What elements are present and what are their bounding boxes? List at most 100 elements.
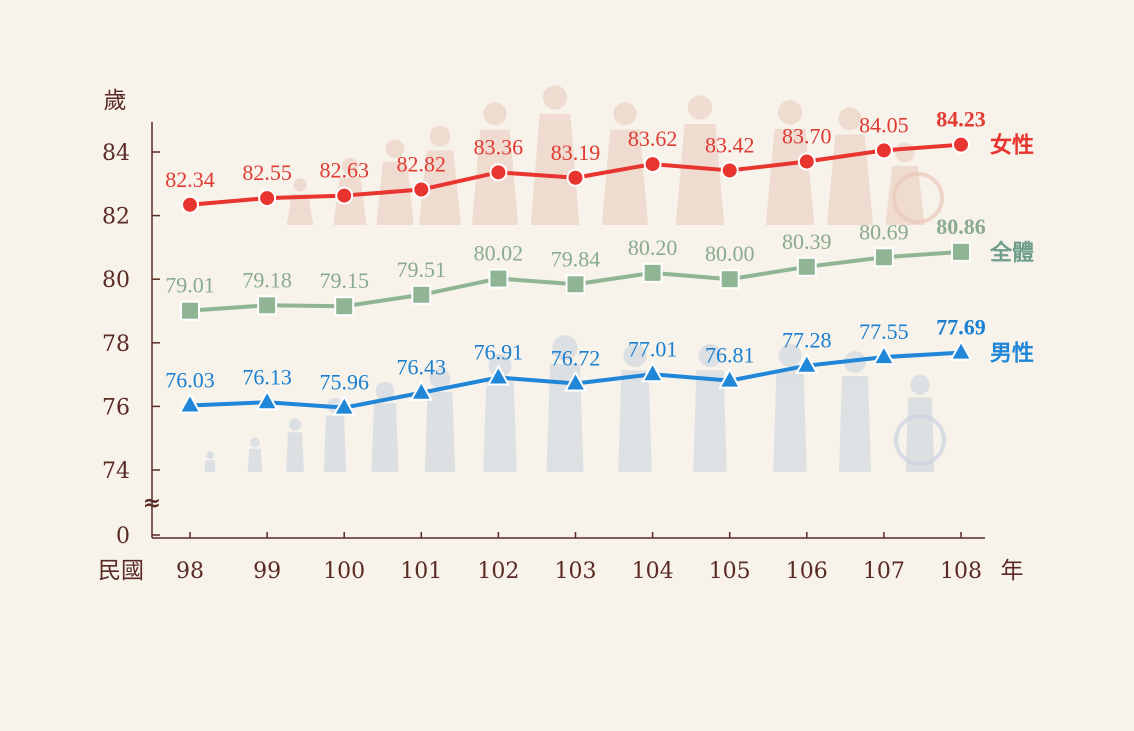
female-data-label: 82.82	[397, 152, 447, 177]
male-data-label: 76.72	[551, 346, 601, 371]
female-silhouette	[286, 178, 314, 225]
female-point	[258, 189, 277, 208]
y-axis-unit: 歲	[104, 88, 127, 114]
male-point	[640, 361, 665, 383]
female-point	[720, 161, 739, 180]
male-point	[795, 352, 819, 374]
total-data-label: 79.84	[551, 246, 601, 271]
total-data-label: 80.00	[705, 241, 755, 266]
male-silhouette	[773, 344, 807, 472]
male-point	[332, 394, 356, 416]
male-point	[178, 392, 202, 414]
total-data-label: 79.51	[397, 257, 447, 282]
x-tick-label: 108	[940, 559, 982, 584]
male-data-label: 77.01	[628, 336, 678, 361]
total-data-label: 80.39	[782, 229, 832, 254]
female-series-name: 女性	[990, 133, 1034, 159]
male-silhouette	[247, 437, 263, 472]
data-labels: 82.34 82.55 82.63 82.82 83.36 83.19 83.62 83.42…	[165, 107, 1034, 395]
x-tick-label: 99	[253, 559, 281, 584]
female-silhouette	[471, 102, 519, 225]
female-data-label: 83.70	[782, 124, 832, 149]
male-silhouette	[424, 367, 456, 472]
female-data-label: 83.36	[474, 134, 524, 159]
female-data-label: 83.19	[551, 140, 601, 165]
x-tick-label: 102	[477, 559, 519, 584]
x-tick-label: 107	[863, 559, 905, 584]
male-silhouette	[371, 381, 399, 472]
female-point	[952, 135, 970, 154]
male-data-label: 77.55	[859, 319, 909, 344]
female-point	[874, 141, 893, 160]
female-silhouette	[675, 95, 725, 225]
male-data-label: 76.81	[705, 343, 755, 368]
male-silhouette	[483, 354, 517, 472]
x-tick-label: 106	[786, 559, 828, 584]
y-tick-label: 76	[102, 395, 130, 420]
male-point	[255, 389, 279, 411]
axes: 歲 0 74 76 78 80 82 84 ≈ 民國 年 98 99 100 101 102 103 104 105…	[98, 88, 1024, 584]
x-axis-unit: 年	[1001, 558, 1024, 584]
male-data-label: 75.96	[319, 370, 369, 395]
total-point	[180, 300, 200, 321]
male-data-label: 77.69	[936, 315, 986, 340]
total-data-label: 80.86	[936, 214, 986, 239]
x-tick-label: 103	[555, 559, 597, 584]
male-silhouette	[905, 374, 935, 472]
x-tick-label: 100	[323, 559, 365, 584]
x-tick-label: 105	[709, 559, 751, 584]
wheelchair-icon	[894, 414, 946, 466]
male-point	[486, 364, 511, 386]
male-point	[718, 367, 742, 389]
male-data-label: 76.13	[242, 364, 292, 389]
x-tick-label: 101	[400, 559, 442, 584]
total-series-name: 全體	[989, 240, 1034, 266]
total-point	[411, 284, 432, 305]
female-point	[335, 186, 354, 205]
total-data-label: 79.01	[165, 273, 215, 298]
female-data-label: 83.42	[705, 132, 755, 157]
x-tick-label: 98	[176, 559, 204, 584]
female-data-label: 82.63	[319, 158, 369, 183]
y-tick-label: 84	[102, 141, 130, 166]
female-silhouette	[419, 125, 461, 225]
total-point	[257, 295, 278, 316]
female-data-label: 83.62	[628, 126, 678, 151]
female-point	[797, 152, 816, 171]
female-point	[643, 155, 662, 174]
total-point	[951, 241, 971, 262]
series-lines	[178, 135, 973, 416]
male-silhouette	[286, 418, 304, 472]
total-point	[873, 247, 894, 268]
total-data-label: 80.02	[474, 241, 524, 266]
total-data-label: 79.18	[242, 267, 292, 292]
total-data-label: 80.69	[859, 219, 909, 244]
male-series-name: 男性	[990, 341, 1034, 367]
total-point	[796, 256, 817, 277]
total-point	[642, 262, 663, 283]
x-axis-prefix: 民國	[98, 558, 144, 584]
y-tick-label: 80	[102, 268, 130, 293]
total-point	[488, 268, 509, 289]
male-silhouette	[204, 451, 216, 472]
male-data-label: 76.03	[165, 367, 215, 392]
axis-break-mark: ≈	[143, 490, 161, 516]
y-tick-label: 82	[102, 205, 130, 230]
male-data-label: 76.91	[474, 339, 524, 364]
y-tick-label: 78	[102, 332, 130, 357]
male-silhouette	[618, 344, 652, 472]
female-data-label: 82.34	[165, 167, 215, 192]
y-tick-label: 0	[116, 524, 130, 549]
female-point	[489, 163, 508, 182]
total-data-label: 79.15	[319, 268, 369, 293]
female-point	[566, 168, 585, 187]
female-point	[412, 180, 431, 199]
female-data-label: 82.55	[242, 160, 292, 185]
male-silhouette	[839, 351, 871, 472]
total-point	[334, 296, 355, 317]
male-data-label: 77.28	[782, 328, 832, 353]
wheelchair-icon	[892, 172, 944, 224]
male-point	[872, 344, 896, 366]
